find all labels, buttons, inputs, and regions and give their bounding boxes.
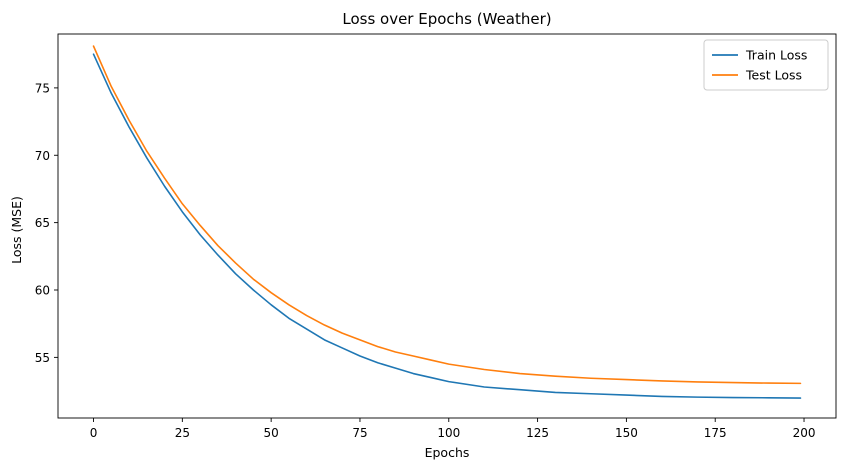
x-tick-label: 0: [90, 426, 98, 440]
x-tick-label: 125: [526, 426, 549, 440]
y-tick-label: 55: [35, 351, 50, 365]
x-tick-label: 200: [793, 426, 816, 440]
x-tick-label: 150: [615, 426, 638, 440]
chart-title: Loss over Epochs (Weather): [342, 10, 551, 28]
series-line-test-loss: [92, 45, 802, 385]
legend-label-train-loss: Train Loss: [745, 48, 807, 63]
axes-frame: [57, 33, 837, 419]
x-tick-label: 100: [437, 426, 460, 440]
plot-area: 0 25 50 75 100 125 150 175 200 55 60 65 70 75: [35, 33, 837, 440]
x-axis-label: Epochs: [425, 445, 470, 460]
legend-box: [703, 39, 829, 91]
legend-label-test-loss: Test Loss: [745, 68, 802, 83]
y-tick-label: 75: [35, 81, 50, 95]
x-tick-label: 50: [264, 426, 279, 440]
y-axis-label: Loss (MSE): [9, 196, 24, 264]
series-line-train-loss: [92, 53, 802, 399]
legend: Train Loss Test Loss: [703, 39, 829, 91]
x-tick-label: 175: [704, 426, 727, 440]
x-tick-label: 75: [352, 426, 367, 440]
y-tick-label: 60: [35, 284, 50, 298]
y-tick-label: 70: [35, 149, 50, 163]
y-tick-label: 65: [35, 216, 50, 230]
x-tick-label: 25: [175, 426, 190, 440]
